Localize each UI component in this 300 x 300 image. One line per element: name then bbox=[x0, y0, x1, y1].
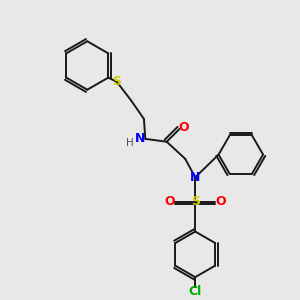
Text: N: N bbox=[190, 171, 200, 184]
Text: Cl: Cl bbox=[189, 285, 202, 298]
Text: N: N bbox=[135, 132, 146, 146]
Text: O: O bbox=[215, 195, 226, 208]
Text: H: H bbox=[126, 138, 134, 148]
Text: S: S bbox=[112, 75, 121, 88]
Text: O: O bbox=[178, 121, 189, 134]
Text: S: S bbox=[191, 195, 200, 208]
Text: O: O bbox=[165, 195, 176, 208]
